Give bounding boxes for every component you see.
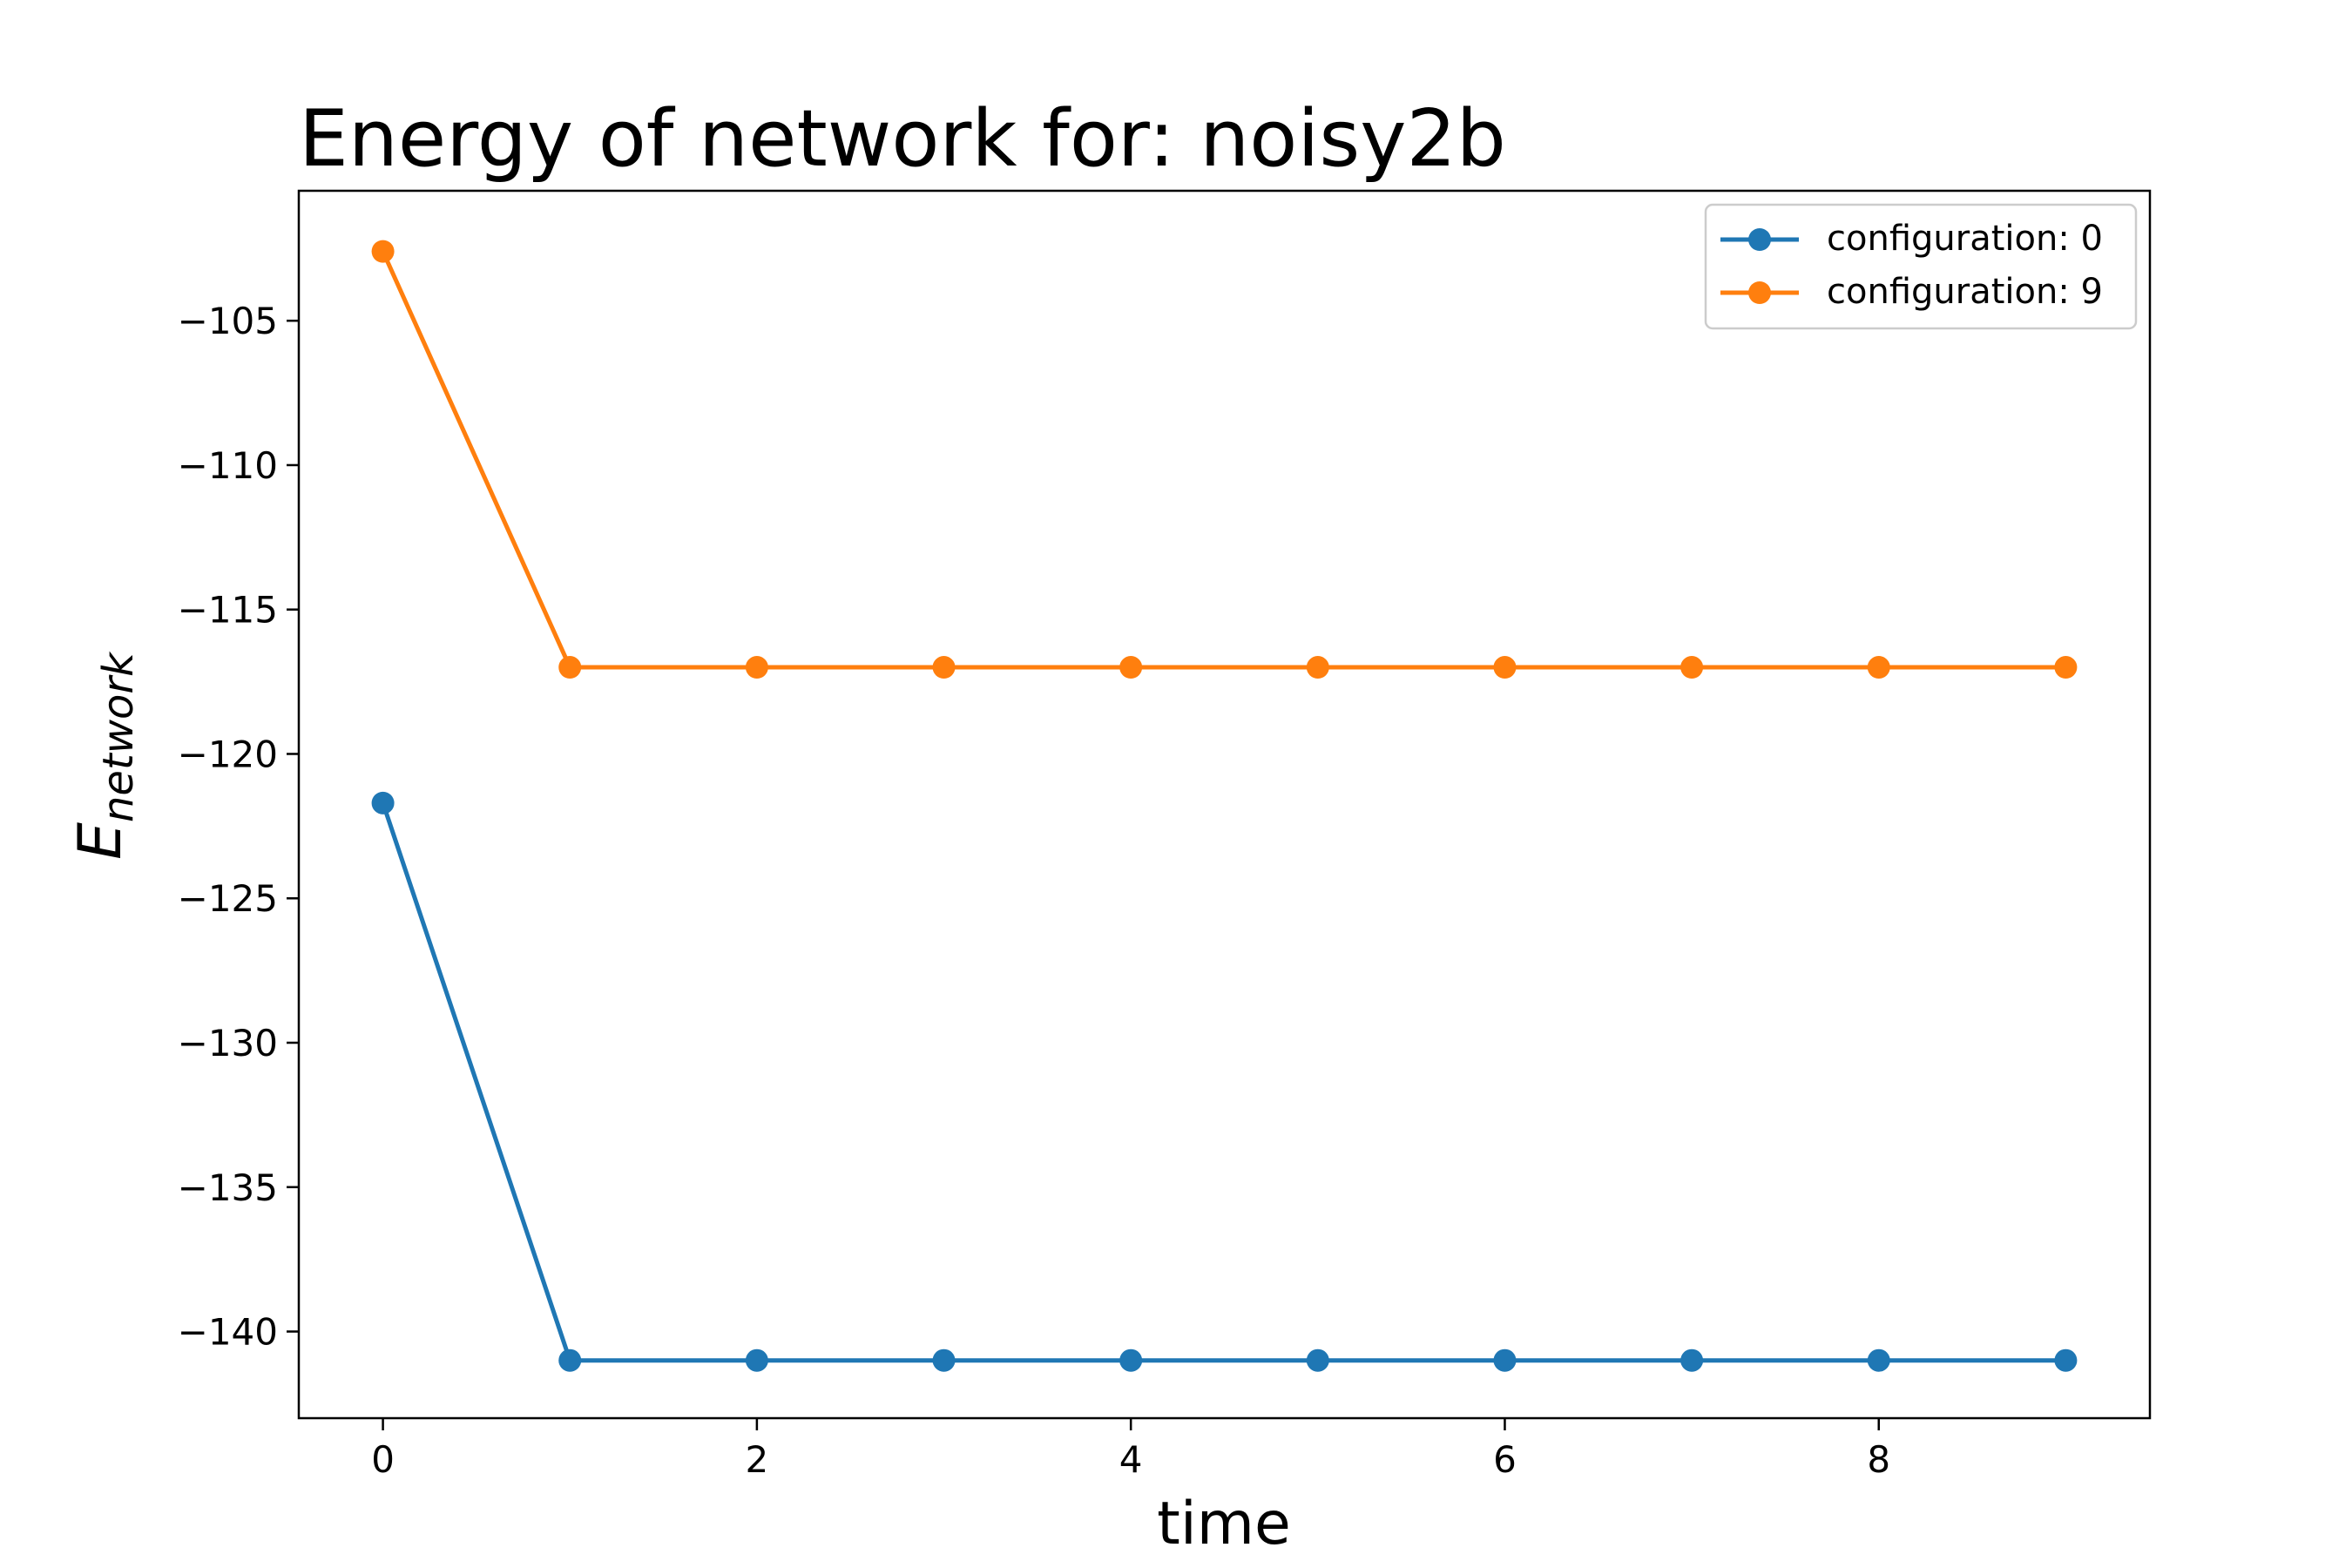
series-line-1 (381, 250, 2066, 670)
y-axis-label: Enetwork (66, 651, 143, 860)
data-point (1306, 1348, 1329, 1372)
legend-marker-config-0 (1748, 228, 1771, 251)
x-tick-label: 4 (1119, 1438, 1143, 1481)
legend-marker-config-9 (1748, 281, 1771, 304)
y-axis-ticks: −105 −110 −115 −120 −125 −130 −135 −140 (178, 300, 299, 1354)
data-point (1119, 1348, 1143, 1372)
y-axis-label-subscript: network (94, 651, 143, 822)
data-point (932, 656, 956, 679)
data-point (1119, 656, 1143, 679)
x-axis-label: time (1157, 1490, 1291, 1558)
data-point (558, 1348, 582, 1372)
x-axis-ticks: 0 2 4 6 8 (371, 1418, 1890, 1481)
y-tick-label: −115 (178, 589, 278, 632)
data-point (1680, 656, 1704, 679)
y-tick-label: −110 (178, 444, 278, 487)
legend-box (1704, 203, 2138, 330)
y-tick-label: −105 (178, 300, 278, 342)
legend-label-config-0: configuration: 0 (1827, 219, 2103, 259)
data-point (1493, 1348, 1517, 1372)
x-tick-label: 0 (371, 1438, 395, 1481)
y-tick-label: −130 (178, 1022, 278, 1064)
data-point (1867, 1348, 1890, 1372)
y-tick-label: −120 (178, 733, 278, 775)
chart-title: Energy of network for: noisy2b (299, 93, 1506, 185)
data-point (2054, 1348, 2078, 1372)
plot-area-frame (297, 189, 2152, 1420)
data-point (745, 1348, 768, 1372)
data-point (371, 791, 395, 814)
y-tick-label: −125 (178, 877, 278, 920)
data-point (1867, 656, 1890, 679)
legend: configuration: 0 configuration: 9 (1704, 203, 2138, 330)
data-point (932, 1348, 956, 1372)
data-point (371, 240, 395, 263)
data-point (558, 656, 582, 679)
x-tick-label: 2 (746, 1438, 769, 1481)
data-point (1680, 1348, 1704, 1372)
series-line-0 (381, 802, 2066, 1363)
data-point (1306, 656, 1329, 679)
legend-entry: configuration: 9 (1720, 272, 2103, 312)
x-tick-label: 8 (1867, 1438, 1890, 1481)
y-tick-label: −140 (178, 1311, 278, 1354)
series-layer (371, 240, 2078, 1372)
legend-label-config-9: configuration: 9 (1827, 272, 2103, 312)
data-point (745, 656, 768, 679)
y-tick-label: −135 (178, 1166, 278, 1209)
legend-entry: configuration: 0 (1720, 219, 2103, 259)
x-tick-label: 6 (1493, 1438, 1517, 1481)
svg-text:Enetwork: Enetwork (66, 651, 143, 860)
data-point (1493, 656, 1517, 679)
data-point (2054, 656, 2078, 679)
y-axis-label-main: E (66, 822, 135, 860)
